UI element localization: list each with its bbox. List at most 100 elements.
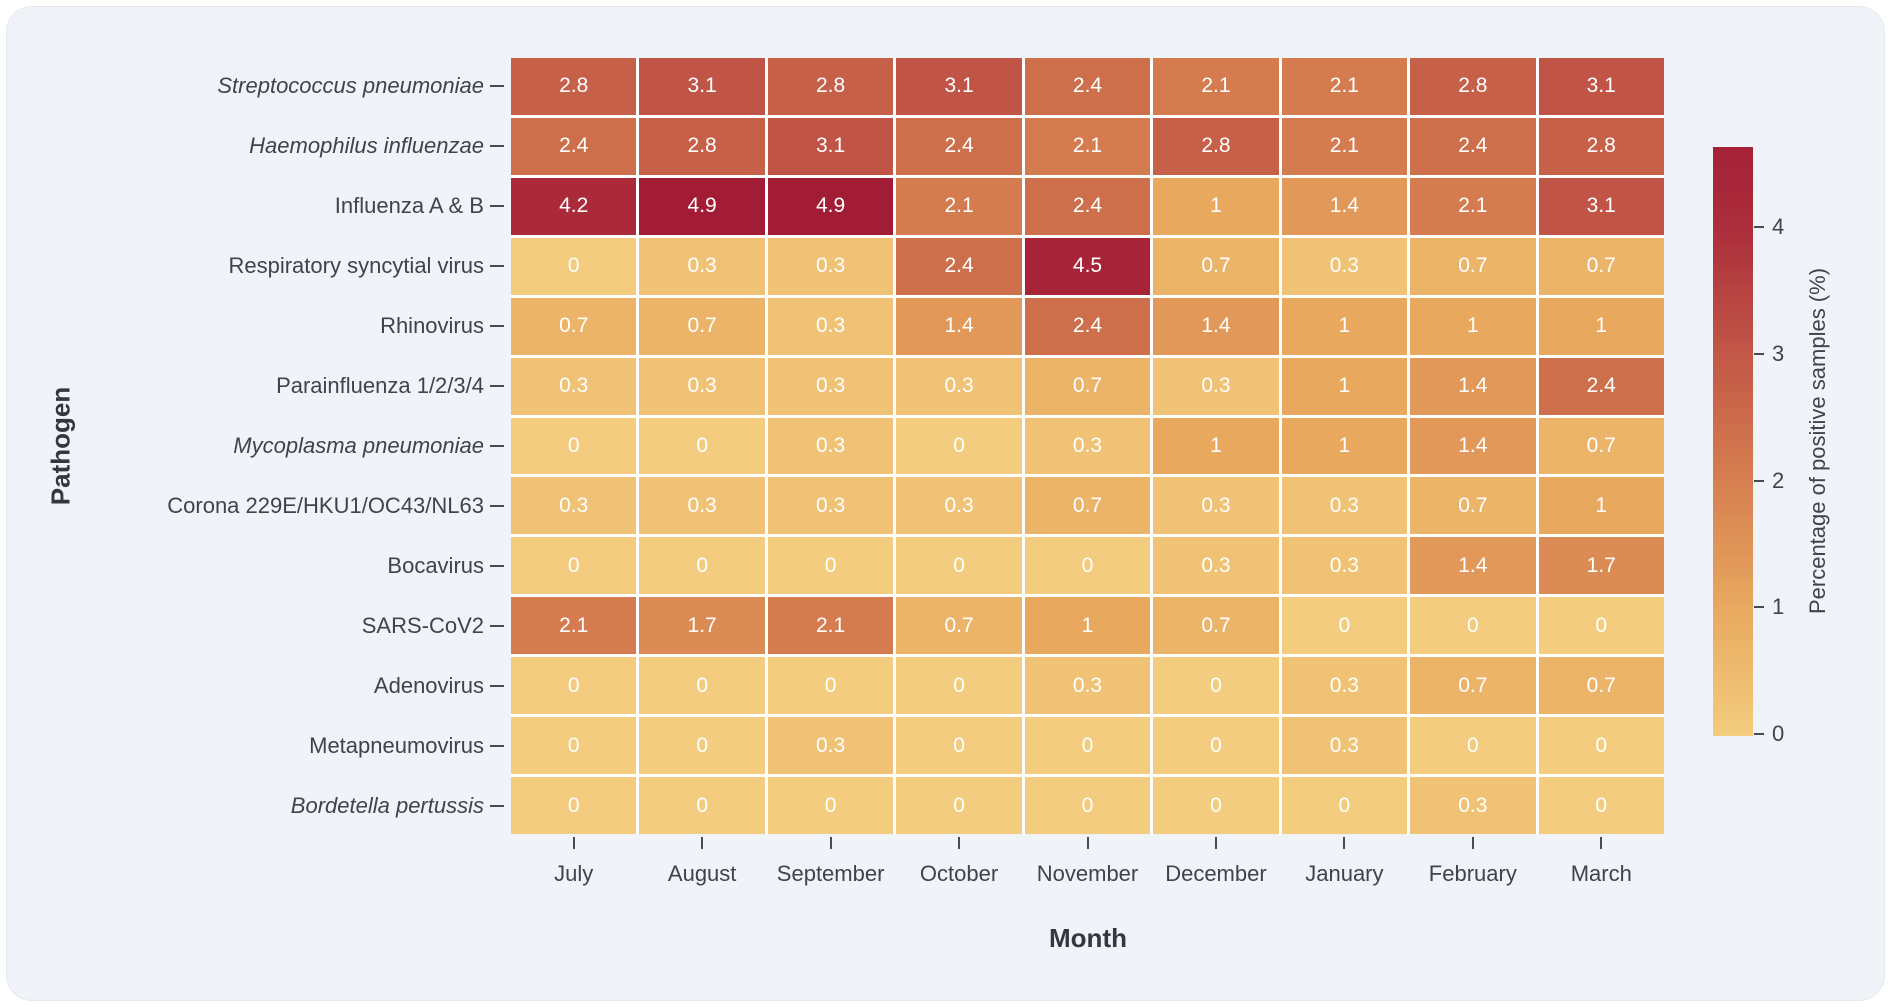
heatmap-cell: 2.4 (1538, 357, 1664, 415)
heatmap-cell: 2.4 (896, 237, 1022, 295)
heatmap-cell: 2.8 (639, 117, 765, 175)
heatmap-cell: 0.7 (1153, 597, 1279, 655)
y-tick-mark (490, 624, 504, 627)
x-tick-mark (1471, 837, 1474, 849)
col-label: July (554, 861, 594, 886)
heatmap-cell: 0.3 (1281, 537, 1408, 595)
heatmap-cell: 2.8 (1153, 117, 1279, 175)
heatmap-cell: 4.5 (1024, 237, 1151, 295)
heatmap-cell: 2.8 (767, 58, 894, 115)
heatmap-cell: 0 (1410, 717, 1536, 775)
heatmap-cell: 0 (896, 417, 1022, 475)
heatmap-cell: 1.4 (1281, 177, 1408, 235)
heatmap-cell: 2.4 (1024, 177, 1151, 235)
heatmap-cell: 2.4 (896, 117, 1022, 175)
heatmap-cell: 0.3 (639, 477, 765, 535)
heatmap-cell: 1 (1410, 297, 1536, 355)
heatmap-cell: 2.8 (1410, 58, 1536, 115)
heatmap-cell: 0 (1281, 597, 1408, 655)
heatmap-cell: 1.4 (1153, 297, 1279, 355)
chart-card: Pathogen Streptococcus pneumoniae Haemoph… (6, 6, 1885, 1001)
heatmap-cell: 3.1 (639, 58, 765, 115)
heatmap-cell: 2.1 (1410, 177, 1536, 235)
col-label: November (1036, 861, 1139, 886)
heatmap-cell: 0.3 (767, 357, 894, 415)
heatmap-cell: 4.2 (511, 177, 637, 235)
x-tick-mark (1086, 837, 1089, 849)
y-tick-mark (490, 744, 504, 747)
col-label: January (1305, 861, 1384, 886)
colorbar-label: Percentage of positive samples (%) (1805, 267, 1830, 615)
y-tick-mark (490, 325, 504, 328)
heatmap-cell: 1 (1538, 297, 1664, 355)
heatmap-cell: 0.7 (1538, 417, 1664, 475)
heatmap-cell: 0.3 (511, 357, 637, 415)
heatmap-cell: 4.9 (639, 177, 765, 235)
heatmap-cell: 0 (511, 717, 637, 775)
heatmap-cell: 3.1 (1538, 177, 1664, 235)
row-label: Haemophilus influenzae (249, 133, 484, 159)
heatmap-cell: 0.3 (767, 477, 894, 535)
row-label: Parainfluenza 1/2/3/4 (276, 373, 484, 399)
heatmap-cell: 0.3 (896, 357, 1022, 415)
heatmap-cell: 0 (1153, 657, 1279, 715)
heatmap-cell: 0.3 (767, 297, 894, 355)
heatmap-cell: 0 (639, 717, 765, 775)
heatmap-cell: 0.7 (1410, 657, 1536, 715)
heatmap-cell: 0.3 (639, 237, 765, 295)
heatmap-cell: 4.9 (767, 177, 894, 235)
y-tick-mark (490, 804, 504, 807)
heatmap-cell: 0.3 (1281, 237, 1408, 295)
colorbar-tick-label: 1 (1772, 594, 1785, 620)
col-label: March (1570, 861, 1632, 886)
heatmap-cell: 0.7 (1410, 477, 1536, 535)
heatmap-cell: 0 (1281, 777, 1408, 834)
x-axis-title: Month (1049, 923, 1127, 953)
heatmap-cell: 0 (1024, 777, 1151, 834)
x-tick-mark (958, 837, 961, 849)
heatmap-cell: 0.3 (1153, 357, 1279, 415)
x-tick-mark (701, 837, 704, 849)
colorbar-tick-label: 2 (1772, 467, 1785, 493)
heatmap-cell: 0.7 (1410, 237, 1536, 295)
y-tick-mark (490, 205, 504, 208)
heatmap-cell: 0 (767, 537, 894, 595)
row-label: Respiratory syncytial virus (228, 253, 484, 279)
col-label: October (919, 861, 999, 886)
col-label: September (776, 861, 885, 886)
heatmap-cell: 0.7 (1538, 237, 1664, 295)
heatmap-cell: 0.7 (1153, 237, 1279, 295)
row-label: Influenza A & B (334, 193, 484, 219)
col-label: December (1165, 861, 1267, 886)
heatmap-cell: 1 (1153, 417, 1279, 475)
x-tick-mark (1600, 837, 1603, 849)
colorbar-tick-mark (1754, 226, 1764, 229)
y-tick-mark (490, 85, 504, 88)
heatmap-cell: 0.3 (1281, 717, 1408, 775)
colorbar-tick-label: 4 (1772, 214, 1785, 240)
y-tick-mark (490, 684, 504, 687)
y-tick-mark (490, 564, 504, 567)
heatmap-cell: 1.7 (639, 597, 765, 655)
heatmap-cell: 1 (1153, 177, 1279, 235)
row-label: Streptococcus pneumoniae (217, 73, 484, 99)
heatmap-cell: 1 (1281, 297, 1408, 355)
heatmap-cell: 0 (511, 417, 637, 475)
y-tick-mark (490, 145, 504, 148)
colorbar-tick-label: 3 (1772, 341, 1785, 366)
heatmap-cell: 0 (511, 777, 637, 834)
heatmap-cell: 0 (1538, 777, 1664, 834)
heatmap-cell: 0 (511, 537, 637, 595)
colorbar-tick-mark (1754, 353, 1764, 355)
heatmap-cell: 0 (1024, 537, 1151, 595)
row-labels: Streptococcus pneumoniae Haemophilus infl… (7, 58, 484, 834)
colorbar-tick-mark (1754, 733, 1764, 735)
heatmap-cell: 2.4 (511, 117, 637, 175)
colorbar-gradient (1713, 147, 1753, 736)
heatmap-cell: 0 (896, 657, 1022, 715)
heatmap-cell: 2.1 (511, 597, 637, 655)
y-tick-mark (490, 504, 504, 507)
heatmap-cell: 0 (767, 777, 894, 834)
heatmap-cell: 3.1 (1538, 58, 1664, 115)
heatmap-cell: 0 (639, 537, 765, 595)
